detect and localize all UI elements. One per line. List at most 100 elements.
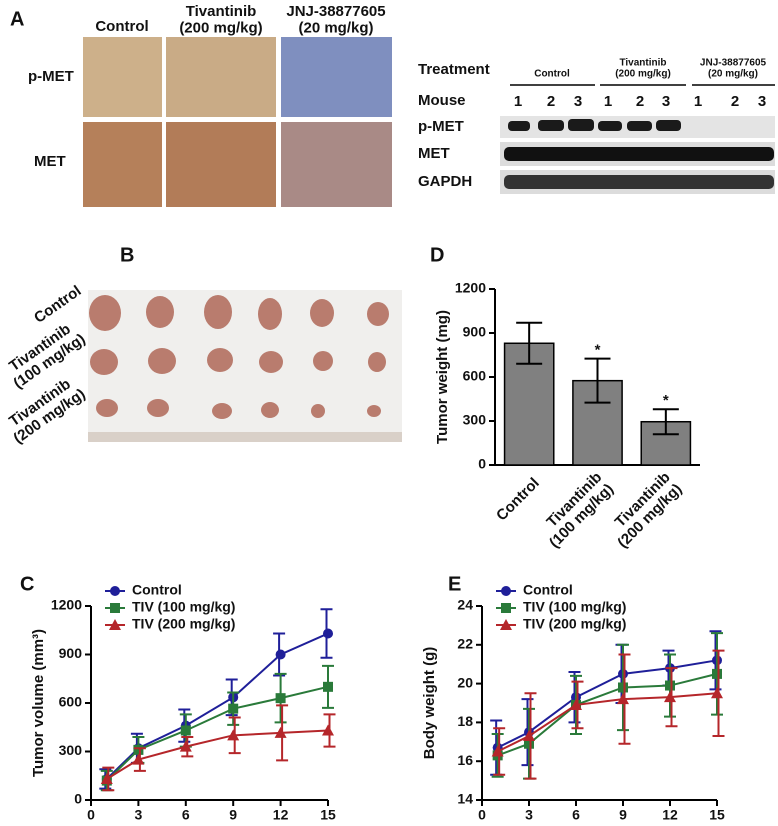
lane-number: 3 bbox=[662, 93, 670, 110]
x-axis-label: Days during treatment bbox=[130, 825, 289, 826]
lane-number: 1 bbox=[604, 93, 612, 110]
ihc-images bbox=[83, 37, 392, 207]
lane-number: 1 bbox=[514, 93, 522, 110]
y-tick-label: 300 bbox=[463, 412, 487, 428]
x-tick-label: 3 bbox=[525, 807, 533, 823]
legend-label: TIV (200 mg/kg) bbox=[132, 616, 235, 632]
y-tick-label: 0 bbox=[74, 791, 82, 807]
marker bbox=[618, 682, 628, 693]
lane-number: 2 bbox=[547, 93, 555, 110]
x-tick-label: 9 bbox=[229, 807, 237, 823]
marker bbox=[570, 698, 582, 710]
lane-number: 2 bbox=[636, 93, 644, 110]
ruler bbox=[88, 432, 402, 442]
marker bbox=[501, 586, 511, 596]
error-bar bbox=[652, 408, 679, 436]
x-tick-label: Tivantinib(100 mg/kg) bbox=[534, 469, 617, 552]
row-label: Control bbox=[31, 282, 84, 327]
y-tick-label: 18 bbox=[457, 713, 473, 729]
y-tick-label: 600 bbox=[59, 694, 83, 710]
chart: E 14 16 18 20 22 24 Body weight (g) 0 3 6 9 12 15 Days… bbox=[421, 573, 725, 826]
x-tick-label: 15 bbox=[709, 807, 725, 823]
ihc-header: JNJ-38877605 (20 mg/kg) bbox=[286, 3, 385, 37]
series-line bbox=[497, 692, 718, 753]
x-tick-label: Control bbox=[493, 475, 543, 525]
y-axis-label: Body weight (g) bbox=[421, 647, 438, 760]
lane-number: 3 bbox=[758, 93, 766, 110]
marker bbox=[179, 740, 192, 752]
ihc-image bbox=[83, 122, 162, 207]
x-tick-label: 12 bbox=[662, 807, 678, 823]
marker bbox=[524, 738, 534, 749]
ihc-row-label: MET bbox=[34, 153, 66, 170]
error-bar bbox=[516, 321, 543, 365]
group-label: Tivantinib (200 mg/kg) bbox=[615, 57, 671, 79]
series-line bbox=[106, 685, 329, 782]
tumors bbox=[89, 295, 389, 419]
series-line bbox=[106, 729, 329, 780]
x-tick-label: 6 bbox=[572, 807, 580, 823]
lane-number: 3 bbox=[574, 93, 582, 110]
marker bbox=[491, 745, 504, 757]
blot-row-label: p-MET bbox=[418, 118, 464, 135]
mouse-label: Mouse bbox=[418, 92, 466, 109]
marker bbox=[323, 628, 333, 639]
marker bbox=[110, 586, 120, 596]
panel-label: B bbox=[120, 244, 134, 266]
marker bbox=[275, 693, 286, 704]
blot-row-label: GAPDH bbox=[418, 173, 472, 190]
marker bbox=[275, 649, 286, 660]
group-label: Control bbox=[534, 69, 570, 80]
y-tick-label: 1200 bbox=[51, 597, 82, 613]
legend-label: TIV (200 mg/kg) bbox=[523, 616, 626, 632]
x-tick-label: 6 bbox=[182, 807, 190, 823]
marker bbox=[523, 729, 535, 741]
marker bbox=[323, 681, 333, 692]
group-label: JNJ-38877605 (20 mg/kg) bbox=[700, 57, 767, 79]
x-tick-label: 0 bbox=[478, 807, 486, 823]
blot bbox=[500, 116, 775, 194]
ihc-image bbox=[83, 37, 162, 117]
legend-label: TIV (100 mg/kg) bbox=[132, 599, 235, 615]
y-tick-label: 1200 bbox=[455, 280, 486, 296]
blot-row-label: MET bbox=[418, 145, 450, 162]
lane-number: 1 bbox=[694, 93, 702, 110]
ihc-header: Control bbox=[95, 18, 148, 35]
legend-label: TIV (100 mg/kg) bbox=[523, 599, 626, 615]
ihc-image bbox=[281, 37, 392, 117]
panel-label: D bbox=[430, 244, 444, 266]
legend-label: Control bbox=[132, 582, 182, 598]
y-axis-label: Tumor volume (mm³) bbox=[30, 629, 47, 777]
ihc-image bbox=[281, 122, 392, 207]
x-tick-label: 12 bbox=[273, 807, 289, 823]
marker bbox=[109, 619, 121, 630]
x-tick-label: 0 bbox=[87, 807, 95, 823]
x-tick-label: 9 bbox=[619, 807, 627, 823]
marker bbox=[501, 603, 511, 613]
legend-label: Control bbox=[523, 582, 573, 598]
x-axis-label: Days during treatment bbox=[520, 825, 679, 826]
significance: * bbox=[595, 342, 601, 359]
series-line bbox=[106, 632, 329, 780]
y-tick-label: 600 bbox=[463, 368, 487, 384]
marker bbox=[322, 724, 334, 736]
y-tick-label: 22 bbox=[457, 636, 473, 652]
marker bbox=[500, 619, 512, 630]
y-tick-label: 300 bbox=[59, 742, 83, 758]
marker bbox=[274, 726, 287, 738]
significance: * bbox=[663, 392, 669, 409]
series-line bbox=[497, 672, 718, 757]
row-label: Tivantinib(100 mg/kg) bbox=[1, 317, 89, 392]
marker bbox=[227, 729, 240, 741]
panel-label: A bbox=[10, 8, 24, 30]
ihc-row-label: p-MET bbox=[28, 68, 74, 85]
x-tick-label: 3 bbox=[135, 807, 143, 823]
series-line bbox=[497, 659, 718, 749]
marker bbox=[711, 687, 723, 699]
ihc-header: Tivantinib (200 mg/kg) bbox=[179, 3, 262, 37]
marker bbox=[228, 703, 239, 714]
panel-label: E bbox=[448, 573, 461, 595]
